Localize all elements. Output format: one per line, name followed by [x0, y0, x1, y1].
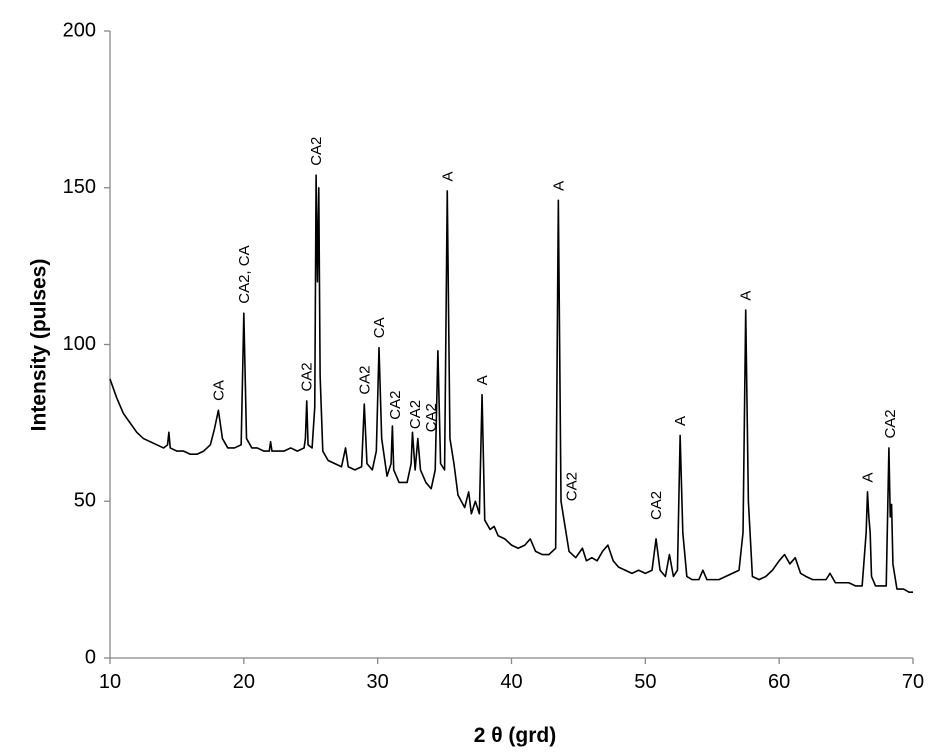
x-axis-title: 2 θ (grd) — [474, 724, 557, 747]
peak-label: CA2 — [648, 491, 665, 520]
peak-label: A — [738, 291, 755, 301]
x-tick-label: 60 — [768, 671, 790, 693]
y-tick-label: 200 — [63, 19, 96, 41]
y-tick-label: 150 — [63, 176, 96, 198]
x-tick-label: 50 — [634, 671, 656, 693]
line-series — [109, 174, 913, 593]
peak-label: A — [672, 416, 689, 426]
y-tick-label: 0 — [85, 646, 96, 668]
peak-label: A — [859, 472, 876, 482]
peak-label: CA2 — [299, 362, 316, 391]
x-tick-label: 40 — [500, 671, 522, 693]
peak-label: CA2 — [356, 365, 373, 394]
x-tick-label: 70 — [902, 671, 924, 693]
peak-label: CA2 — [308, 137, 325, 166]
peak-label: CA2 — [564, 472, 581, 501]
x-tick-label: 20 — [233, 671, 255, 693]
peak-label: CA2 — [882, 409, 899, 438]
peak-label: CA — [371, 317, 388, 338]
x-tick-label: 10 — [99, 671, 121, 693]
peak-label: CA2 — [407, 400, 424, 429]
y-tick-label: 50 — [74, 490, 96, 512]
y-axis-title: Intensity (pulses) — [28, 259, 51, 432]
peak-label: A — [550, 181, 567, 191]
peak-label: CA — [210, 380, 227, 401]
peak-label: CA2 — [423, 403, 440, 432]
y-tick-label: 100 — [63, 333, 96, 355]
peak-label: A — [439, 171, 456, 181]
x-tick-label: 30 — [367, 671, 389, 693]
peak-label: A — [474, 375, 491, 385]
peak-label: CA2 — [387, 391, 404, 420]
peak-label: CA2, CA — [236, 245, 253, 303]
